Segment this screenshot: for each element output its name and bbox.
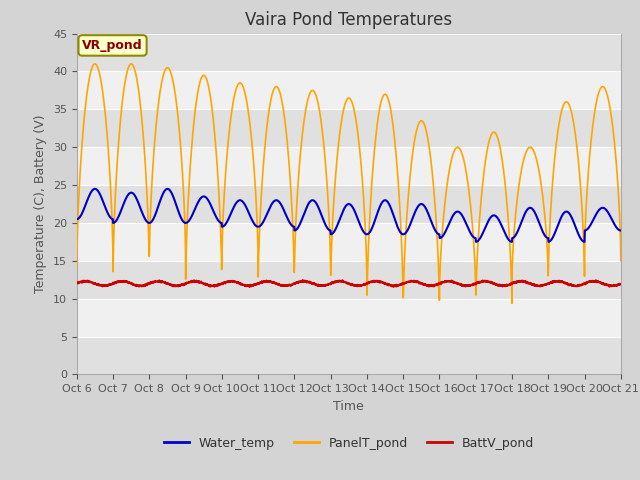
Bar	[77, 261, 621, 299]
Legend: Water_temp, PanelT_pond, BattV_pond: Water_temp, PanelT_pond, BattV_pond	[159, 432, 539, 455]
Text: VR_pond: VR_pond	[82, 39, 143, 52]
X-axis label: Time: Time	[333, 400, 364, 413]
Bar	[77, 336, 621, 374]
Bar	[77, 185, 621, 223]
Bar	[77, 34, 621, 72]
Bar	[77, 109, 621, 147]
Title: Vaira Pond Temperatures: Vaira Pond Temperatures	[245, 11, 452, 29]
Y-axis label: Temperature (C), Battery (V): Temperature (C), Battery (V)	[35, 115, 47, 293]
